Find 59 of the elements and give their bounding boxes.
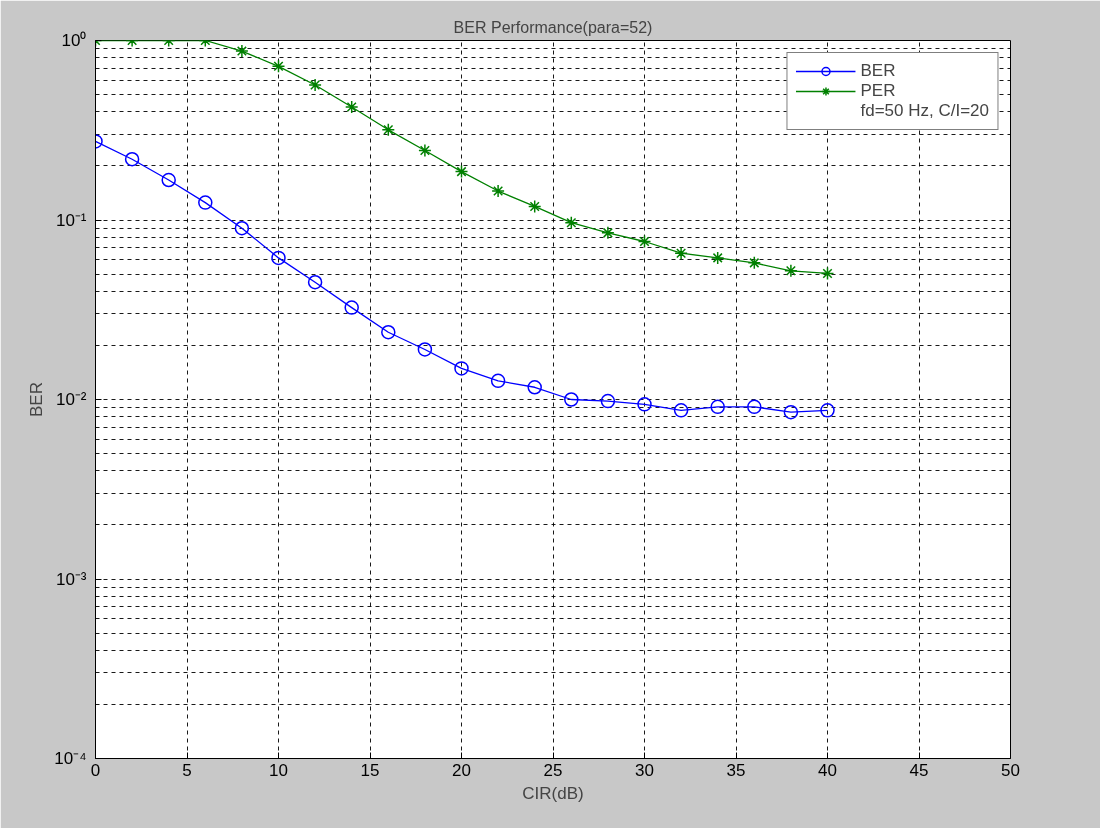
y-tick-label: 10⁻² [55, 390, 87, 409]
y-axis-title: BER [27, 382, 47, 417]
x-tick-label: 15 [360, 760, 380, 780]
point [747, 399, 762, 415]
annotation: fd=50 Hz, C/I=20 [860, 101, 989, 121]
point [271, 250, 286, 266]
point [527, 380, 542, 395]
point [564, 215, 579, 230]
x-tick-label: 35 [726, 760, 746, 780]
point [344, 100, 359, 114]
point [124, 152, 140, 167]
point [527, 199, 542, 214]
point [710, 399, 725, 415]
point [673, 403, 689, 418]
point [491, 184, 505, 198]
x-tick-label: 45 [909, 760, 929, 780]
point [381, 325, 396, 340]
point [747, 256, 762, 270]
point [161, 172, 176, 188]
y-tick-label: 10⁻³ [55, 569, 87, 589]
point [344, 300, 359, 315]
point [198, 195, 213, 210]
x-tick-label: 0 [90, 760, 101, 780]
point [637, 234, 652, 249]
x-tick-label: 40 [818, 760, 837, 780]
point [307, 275, 323, 290]
x-tick-label: 5 [182, 760, 192, 780]
x-axis-title: CIR(dB) [522, 783, 584, 803]
y-tick-label: 10⁻¹ [55, 210, 87, 230]
x-tick-label: 20 [452, 760, 471, 780]
point [710, 251, 725, 265]
point [381, 123, 396, 137]
chart-title: BER Performance(para=52) [453, 18, 653, 36]
point [454, 164, 469, 179]
point [674, 246, 688, 260]
point [235, 44, 249, 58]
point [564, 392, 579, 407]
x-tick-label: 25 [543, 760, 563, 780]
point [234, 220, 250, 236]
legend-label: BER [860, 61, 896, 81]
point [601, 226, 615, 240]
point [308, 78, 322, 92]
y-tick-label: 10⁰ [61, 31, 87, 50]
x-tick-label: 30 [635, 760, 654, 780]
point [600, 393, 616, 409]
point [637, 397, 652, 412]
x-tick-label: 10 [269, 760, 288, 780]
point [820, 266, 835, 281]
point [783, 404, 799, 420]
point [454, 361, 469, 376]
point [490, 373, 506, 389]
point [271, 59, 286, 74]
point [820, 403, 835, 418]
x-tick-label: 50 [1001, 760, 1020, 780]
point [418, 143, 432, 158]
legend-label: PER [860, 81, 896, 101]
y-tick-label: 10⁻⁴ [54, 749, 87, 768]
point [417, 342, 433, 357]
point [784, 264, 798, 278]
